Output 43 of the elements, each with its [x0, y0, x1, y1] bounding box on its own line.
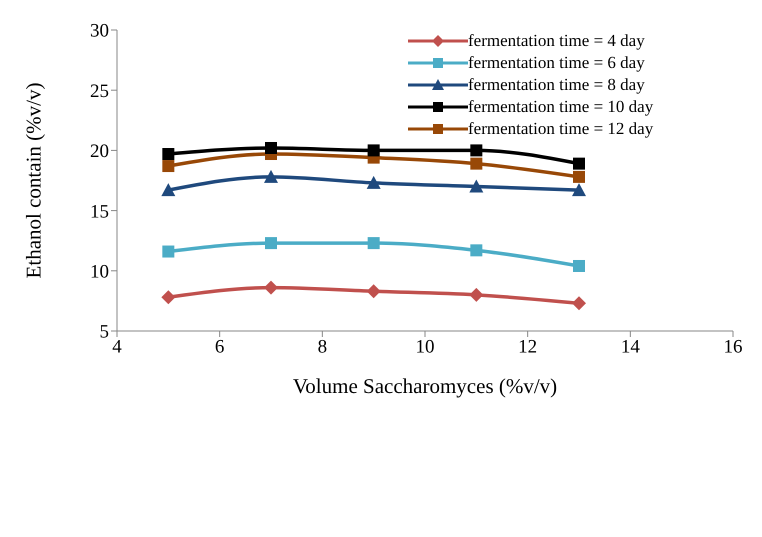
legend-label: fermentation time = 4 day — [468, 31, 645, 51]
point — [469, 288, 484, 302]
x-tick-label: 16 — [724, 336, 742, 358]
point — [572, 296, 586, 310]
point — [573, 170, 585, 183]
legend-label: fermentation time = 6 day — [468, 53, 645, 73]
legend-label: fermentation time = 8 day — [468, 75, 645, 95]
y-tick-label: 20 — [90, 141, 109, 162]
point — [161, 183, 176, 196]
y-tick-label: 30 — [90, 20, 109, 42]
point — [265, 237, 277, 250]
point — [162, 246, 174, 258]
point — [470, 144, 482, 156]
point — [366, 284, 381, 298]
y-tick-label: 25 — [90, 80, 109, 102]
y-tick-label: 15 — [90, 201, 109, 222]
point — [470, 158, 482, 170]
x-tick-label: 12 — [518, 336, 538, 358]
x-tick-label: 8 — [318, 336, 328, 358]
point — [573, 260, 585, 272]
legend-label: fermentation time = 10 day — [468, 97, 654, 117]
point — [264, 170, 278, 183]
legend-label: fermentation time = 12 day — [468, 119, 654, 139]
point — [470, 244, 482, 256]
y-tick-label: 10 — [90, 262, 109, 283]
x-tick-label: 4 — [112, 336, 122, 358]
point — [161, 290, 176, 304]
point — [162, 160, 174, 172]
y-tick-label: 5 — [100, 322, 109, 343]
point — [162, 148, 174, 160]
point — [573, 158, 585, 170]
point — [572, 183, 586, 196]
x-axis-title: Volume Saccharomyces (%v/v) — [292, 374, 558, 398]
point — [368, 237, 380, 250]
point — [368, 144, 380, 156]
x-tick-label: 14 — [620, 336, 640, 358]
point — [264, 280, 278, 295]
point — [265, 142, 277, 154]
x-tick-label: 6 — [214, 336, 224, 358]
point — [366, 176, 381, 189]
point — [469, 180, 484, 193]
y-axis-title: Ethanol contain (%v/v) — [21, 82, 46, 278]
x-tick-label: 10 — [416, 336, 434, 358]
